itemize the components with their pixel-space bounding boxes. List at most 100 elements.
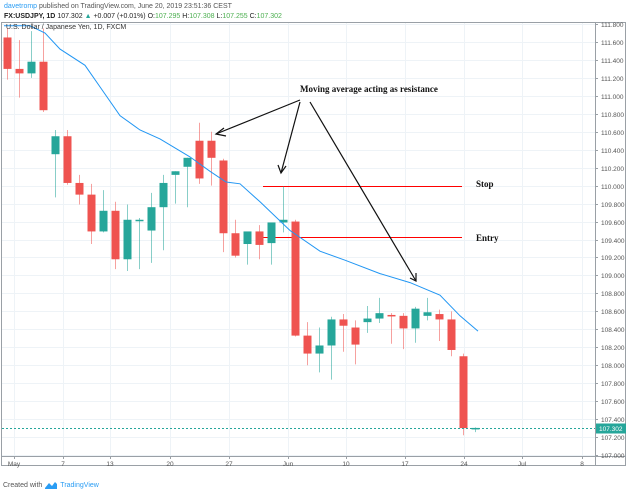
created-with-text: Created with	[3, 481, 43, 489]
candle-down	[75, 182, 84, 195]
ma-annotation: Moving average acting as resistance	[300, 84, 438, 94]
candle-up	[327, 319, 336, 346]
y-tick-label: 109.200	[601, 255, 625, 262]
candle-up	[363, 318, 372, 323]
y-tick-label: 109.800	[601, 202, 625, 209]
tradingview-link[interactable]: TradingView	[60, 481, 99, 489]
last-price-label: 107.302	[596, 423, 626, 434]
low-value: 107.255	[222, 13, 248, 20]
ohlc-header: FX:USDJPY, 1D 107.302 ▲ +0.007 (+0.01%) …	[4, 13, 282, 20]
y-tick-label: 108.800	[601, 291, 625, 298]
arrow-head-1	[214, 127, 227, 137]
y-tick-label: 111.600	[601, 40, 624, 47]
candle-down	[39, 61, 48, 111]
candle-down	[447, 319, 456, 350]
candle-down	[387, 314, 396, 317]
publish-text: published on TradingView.com, June 20, 2…	[37, 3, 232, 10]
close-label: C:	[249, 13, 257, 20]
candle-down	[195, 140, 204, 179]
y-tick-label: 107.600	[601, 399, 625, 406]
candle-up	[135, 219, 144, 222]
y-tick-label: 110.400	[601, 148, 624, 155]
candle-down	[207, 140, 216, 158]
time-axis[interactable]: May 7 13 20 27 Jun 10 17 24 Jul 8	[8, 456, 584, 468]
y-tick-label: 110.800	[601, 112, 624, 119]
candle-up	[99, 210, 108, 232]
stop-annotation: Stop	[476, 179, 494, 189]
arrow-to-ma-2	[280, 101, 301, 174]
y-tick-label: 111.400	[601, 58, 624, 65]
candle-down	[111, 210, 120, 260]
y-tick-label: 107.000	[601, 453, 625, 460]
y-tick-label: 108.200	[601, 345, 625, 352]
y-tick-label: 107.800	[601, 381, 625, 388]
x-tick-label: 7	[61, 461, 65, 468]
footer: Created with TradingView	[3, 481, 99, 489]
x-tick-label: 17	[401, 461, 409, 468]
candle-down	[231, 233, 240, 256]
candles	[3, 28, 480, 436]
arrow-head-3	[409, 273, 417, 282]
y-tick-label: 110.200	[601, 166, 624, 173]
candle-up	[159, 182, 168, 208]
y-tick-label: 109.400	[601, 238, 625, 245]
candle-down	[63, 136, 72, 183]
y-tick-label: 108.000	[601, 363, 625, 370]
high-value: 107.308	[189, 13, 215, 20]
candle-up	[411, 308, 420, 329]
y-tick-label: 111.800	[601, 22, 624, 29]
y-tick-label: 109.600	[601, 220, 625, 227]
last-price-text: 107.302	[599, 426, 623, 433]
chart-frame	[1, 22, 626, 466]
candle-up	[315, 345, 324, 354]
tradingview-logo-icon[interactable]	[45, 481, 58, 489]
y-tick-label: 110.000	[601, 184, 624, 191]
chart-title: U.S. Dollar / Japanese Yen, 1D, FXCM	[6, 24, 127, 31]
candle-down	[291, 221, 300, 336]
low-label: L:	[216, 13, 223, 20]
candle-down	[399, 315, 408, 329]
arrow-to-ma-3	[309, 101, 417, 282]
x-tick-label: 8	[580, 461, 584, 468]
close-value: 107.302	[256, 13, 282, 20]
annotation-arrows	[214, 99, 417, 282]
open-label: O:	[147, 13, 155, 20]
x-tick-label: 20	[166, 461, 174, 468]
candle-up	[27, 61, 36, 74]
candle-up	[51, 136, 60, 155]
y-tick-label: 110.600	[601, 130, 624, 137]
x-tick-label: 13	[106, 461, 114, 468]
price-axis[interactable]: 111.800 111.600 111.400 111.200 111.000 110.8…	[595, 22, 625, 460]
change: +0.007 (+0.01%)	[93, 13, 146, 20]
x-tick-label: Jul	[518, 461, 527, 468]
x-tick-label: 10	[342, 461, 350, 468]
candle-up	[171, 171, 180, 175]
candle-down	[435, 314, 444, 320]
moving-average-line	[4, 25, 479, 332]
author-link[interactable]: davetromp	[4, 3, 38, 10]
y-tick-label: 108.600	[601, 309, 625, 316]
y-tick-label: 107.200	[601, 435, 625, 442]
y-tick-label: 108.400	[601, 327, 625, 334]
y-tick-label: 111.000	[601, 94, 624, 101]
x-tick-label: May	[8, 461, 21, 468]
x-tick-label: 24	[460, 461, 468, 468]
last-price: 107.302	[57, 13, 83, 20]
open-value: 107.295	[154, 13, 181, 20]
candle-down	[3, 37, 12, 69]
candle-down	[15, 68, 24, 74]
candle-up	[147, 207, 156, 231]
symbol: FX:USDJPY, 1D	[4, 13, 56, 20]
high-label: H:	[182, 13, 190, 20]
publish-info: davetromp published on TradingView.com, …	[4, 3, 232, 10]
candle-up	[123, 219, 132, 260]
y-tick-label: 111.200	[601, 76, 624, 83]
candle-down	[255, 231, 264, 245]
candle-up	[183, 157, 192, 167]
candle-down	[339, 319, 348, 326]
candle-down	[351, 327, 360, 345]
candle-up	[423, 312, 432, 316]
arrow-head-2	[277, 164, 287, 175]
candle-down	[219, 160, 228, 234]
